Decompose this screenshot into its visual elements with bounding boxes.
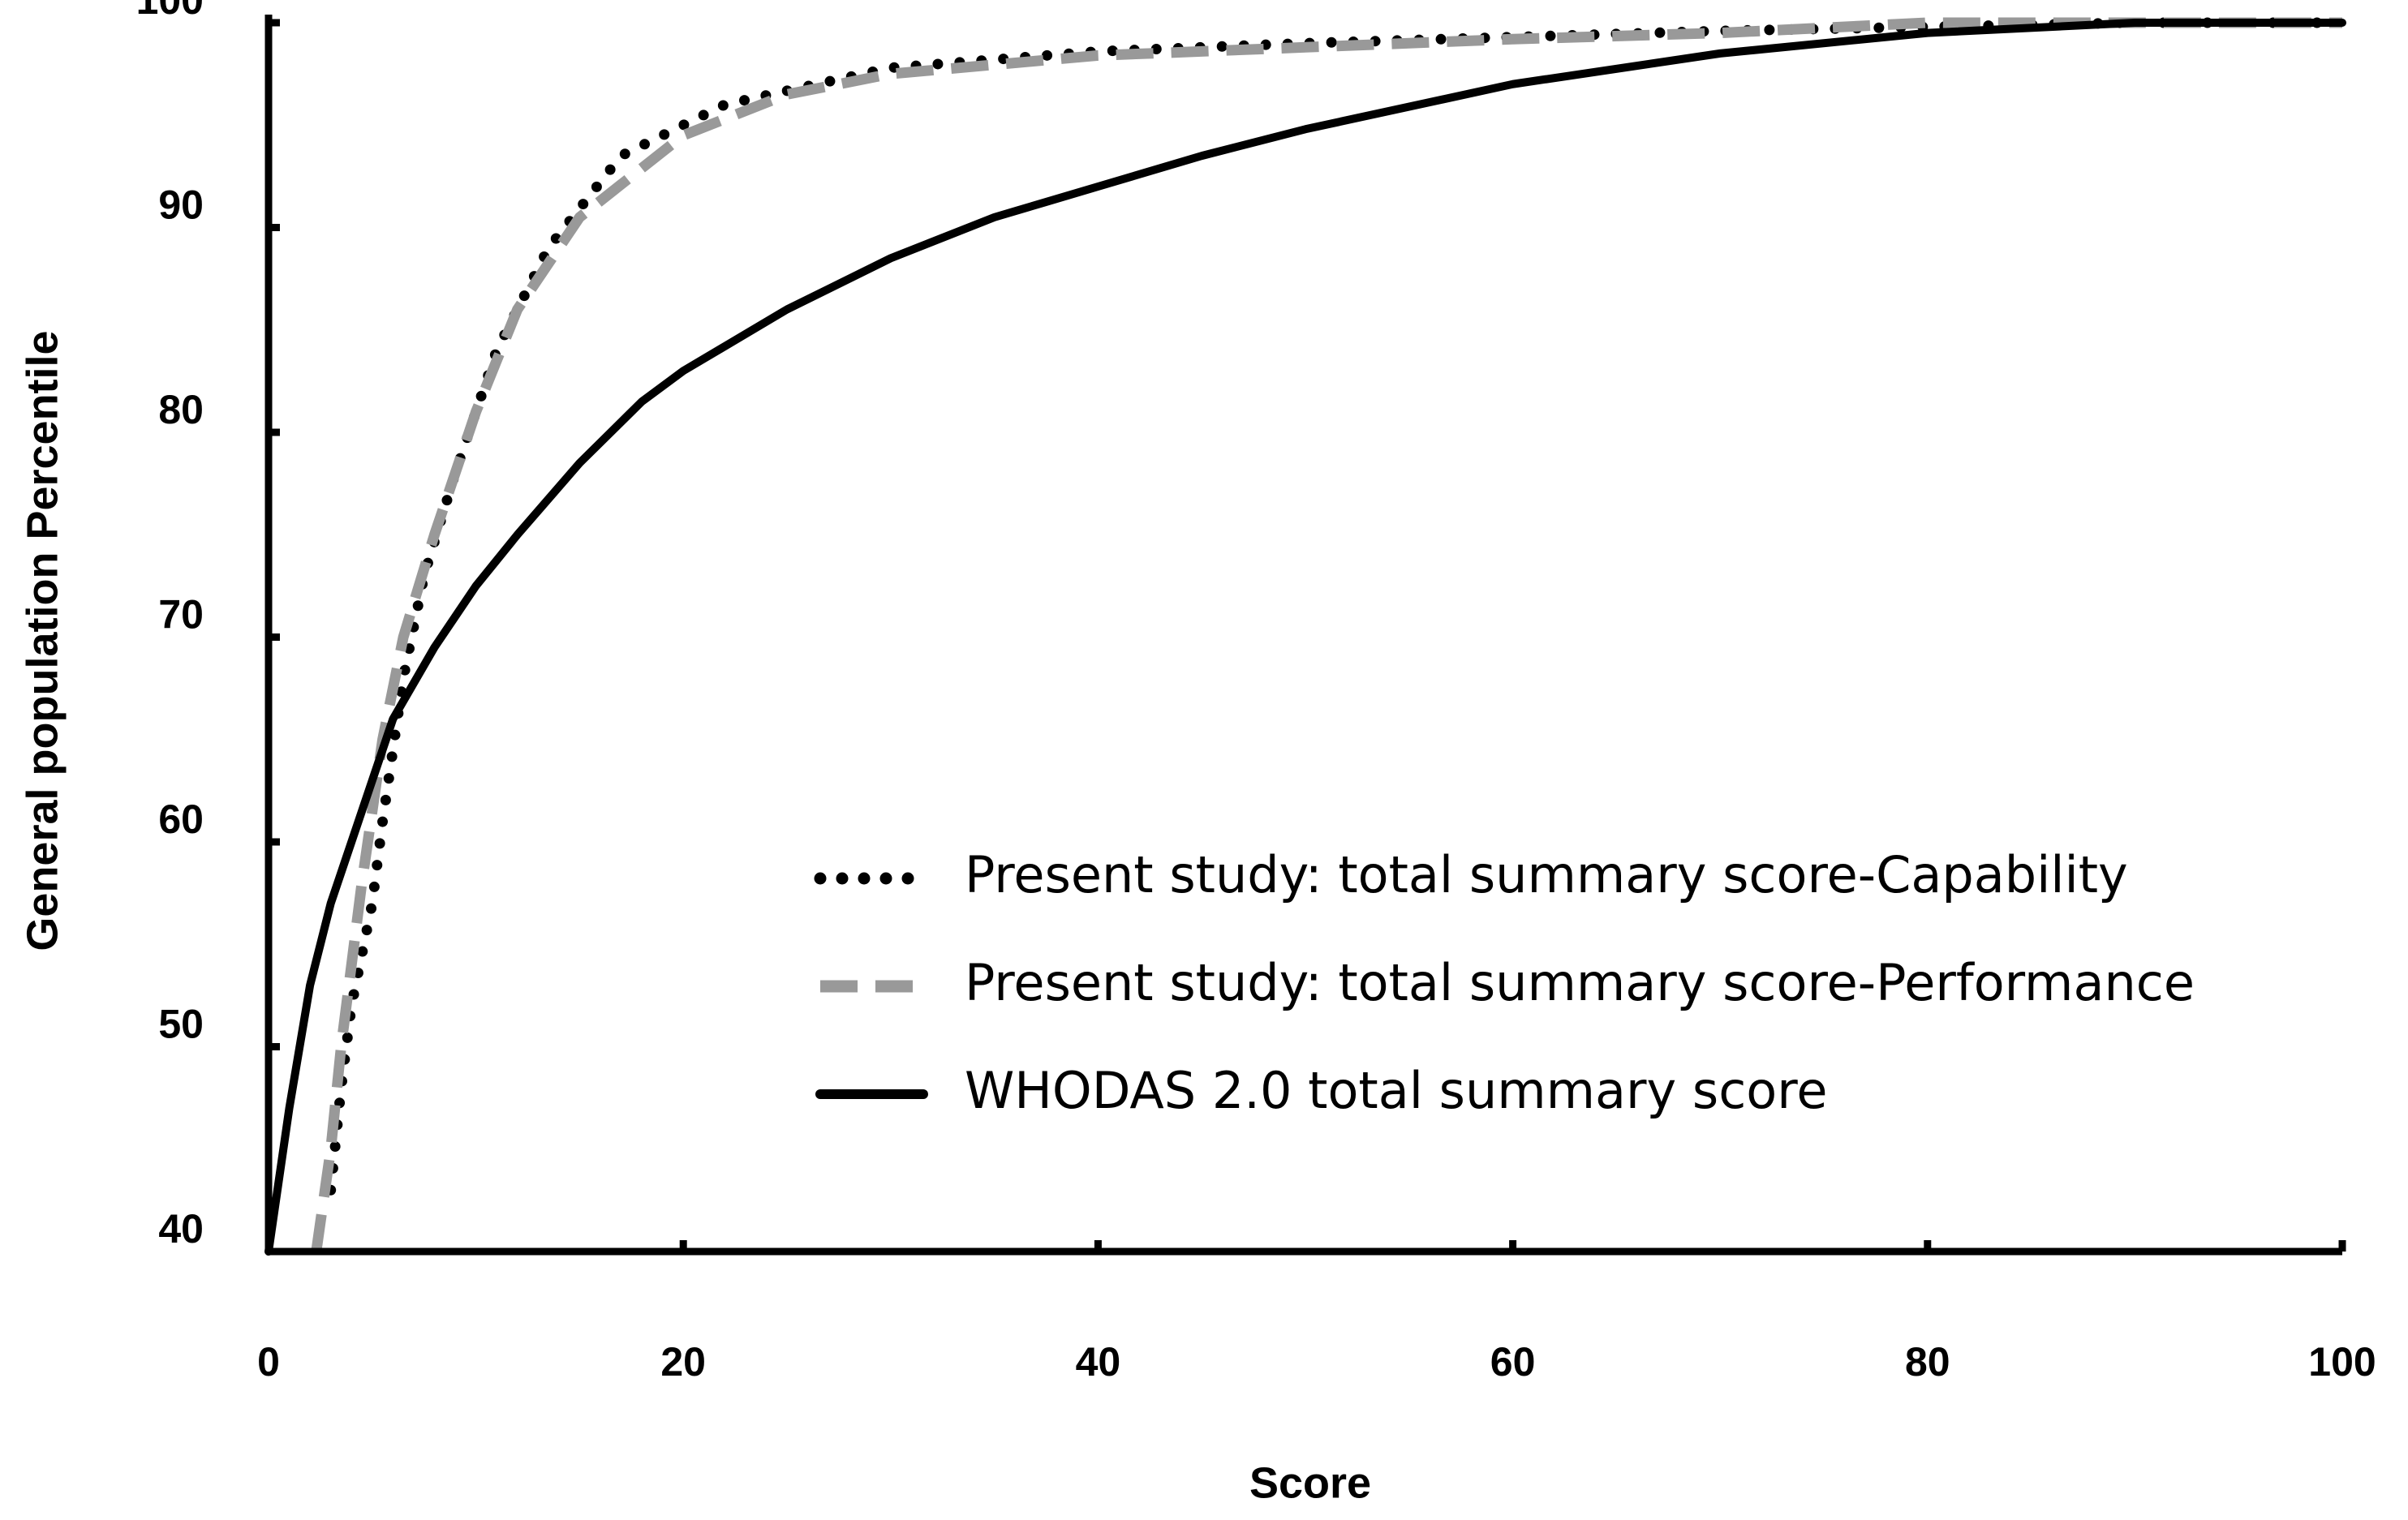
- y-tick-label: 80: [158, 387, 204, 432]
- x-tick-label: 20: [660, 1339, 706, 1385]
- x-tick-label: 0: [257, 1339, 280, 1385]
- x-tick-label: 40: [1076, 1339, 1121, 1385]
- y-axis-label: General population Percentile: [18, 330, 67, 951]
- x-tick-label: 100: [2308, 1339, 2376, 1385]
- x-axis-label: Score: [1249, 1458, 1371, 1507]
- y-tick-label: 90: [158, 182, 204, 228]
- legend-label: WHODAS 2.0 total summary score: [965, 1061, 1828, 1120]
- y-tick-label: 70: [158, 592, 204, 638]
- series-line: [264, 19, 2346, 1256]
- series-line: [311, 17, 2342, 1252]
- legend-label: Present study: total summary score-Capab…: [965, 845, 2128, 904]
- y-tick-label: 50: [158, 1002, 204, 1047]
- x-tick-label: 80: [1905, 1339, 1950, 1385]
- series-line: [325, 17, 2348, 1196]
- y-tick-label: 40: [158, 1206, 204, 1252]
- x-tick-label: 60: [1490, 1339, 1536, 1385]
- legend-label: Present study: total summary score-Perfo…: [965, 953, 2195, 1012]
- y-tick-label: 100: [136, 0, 204, 23]
- y-tick-label: 60: [158, 796, 204, 842]
